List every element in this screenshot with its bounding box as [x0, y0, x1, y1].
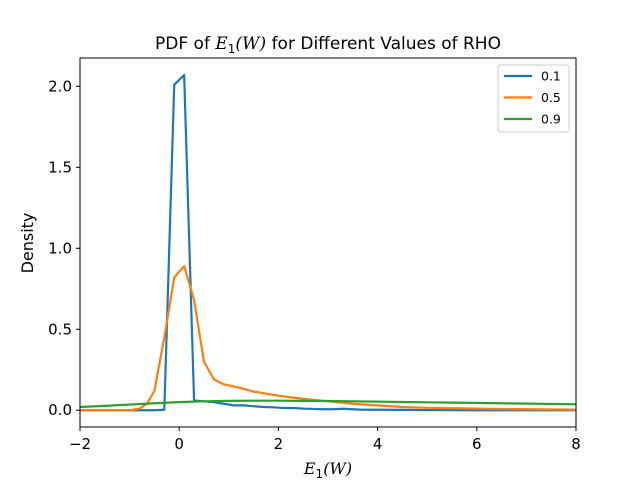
legend-label-0-1: 0.1: [541, 69, 561, 84]
y-tick-label: 0.5: [48, 320, 72, 338]
series-line-0-9: [80, 399, 576, 409]
y-axis-label: Density: [18, 213, 37, 274]
x-tick-label: −2: [69, 435, 91, 453]
chart-title: PDF of E1(W) for Different Values of RHO: [155, 34, 501, 56]
series-line-0-1: [80, 73, 576, 412]
x-tick-label: 2: [274, 435, 284, 453]
series-layer: [80, 73, 576, 412]
x-tick-label: 6: [472, 435, 482, 453]
x-axis-label: E1(W): [303, 459, 352, 480]
y-tick-label: 1.0: [48, 239, 72, 257]
y-tick-label: 0.0: [48, 401, 72, 419]
legend-box: [497, 64, 570, 133]
x-tick-label: 8: [571, 435, 581, 453]
axes-frame: [79, 57, 577, 428]
x-axis-ticks: −2 0 2 4 6 8: [69, 427, 581, 453]
x-tick-label: 4: [373, 435, 383, 453]
legend-label-0-9: 0.9: [541, 112, 561, 127]
y-tick-label: 2.0: [48, 77, 72, 95]
y-tick-label: 1.5: [48, 158, 72, 176]
x-tick-label: 0: [174, 435, 184, 453]
legend-label-0-5: 0.5: [541, 90, 561, 105]
y-axis-ticks: 0.0 0.5 1.0 1.5 2.0: [48, 77, 80, 419]
legend: 0.1 0.5 0.9: [497, 64, 570, 133]
